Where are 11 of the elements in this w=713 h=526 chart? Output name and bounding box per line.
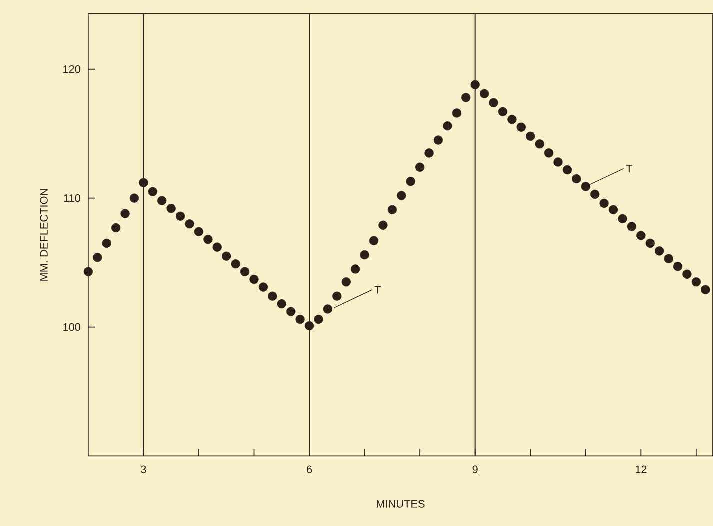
x-tick-label: 9 xyxy=(472,466,478,474)
annotation: T xyxy=(626,165,632,173)
y-tick-label: 120 xyxy=(64,66,80,74)
x-tick-label: 12 xyxy=(636,466,647,474)
y-axis-title: MM. DEFLECTION xyxy=(40,189,48,281)
x-axis-title: MINUTES xyxy=(377,500,425,508)
x-tick-label: 6 xyxy=(307,466,312,474)
x-tick-label: 3 xyxy=(141,466,146,474)
annotation: T xyxy=(374,286,381,294)
y-tick-label: 100 xyxy=(64,323,80,332)
y-tick-label: 110 xyxy=(64,194,80,202)
